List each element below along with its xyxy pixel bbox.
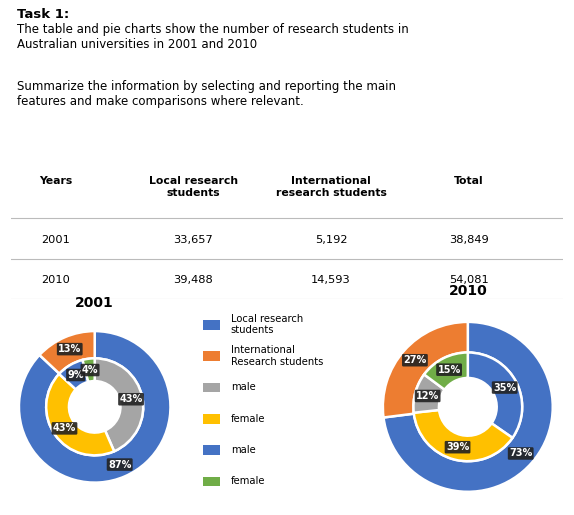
FancyBboxPatch shape [203, 445, 220, 455]
FancyBboxPatch shape [203, 383, 220, 392]
Title: 2001: 2001 [75, 296, 114, 310]
Text: 13%: 13% [58, 344, 82, 354]
Wedge shape [414, 410, 513, 461]
Text: Summarize the information by selecting and reporting the main
features and make : Summarize the information by selecting a… [17, 80, 396, 108]
Text: 9%: 9% [67, 370, 84, 380]
Text: male: male [231, 445, 255, 455]
Text: 39%: 39% [446, 442, 469, 452]
Text: 12%: 12% [416, 391, 439, 401]
Text: 2001: 2001 [41, 235, 70, 245]
Text: 43%: 43% [53, 423, 76, 434]
Wedge shape [40, 331, 95, 374]
FancyBboxPatch shape [203, 414, 220, 424]
Text: 14,593: 14,593 [311, 275, 351, 285]
Wedge shape [59, 360, 88, 389]
Text: The table and pie charts show the number of research students in
Australian univ: The table and pie charts show the number… [17, 23, 409, 51]
Text: Years: Years [39, 176, 72, 185]
Text: 54,081: 54,081 [449, 275, 488, 285]
Wedge shape [383, 322, 468, 418]
Wedge shape [83, 358, 95, 382]
Text: Task 1:: Task 1: [17, 8, 69, 21]
Text: 15%: 15% [437, 365, 461, 375]
Text: 43%: 43% [119, 394, 143, 404]
Text: 87%: 87% [108, 459, 131, 470]
Text: 38,849: 38,849 [449, 235, 488, 245]
Text: Local research
students: Local research students [149, 176, 238, 198]
Wedge shape [383, 322, 553, 492]
Text: 27%: 27% [404, 355, 426, 365]
Text: female: female [231, 414, 265, 424]
Wedge shape [19, 331, 170, 483]
Text: 2010: 2010 [41, 275, 70, 285]
Title: 2010: 2010 [448, 284, 487, 298]
Text: 5,192: 5,192 [315, 235, 347, 245]
Wedge shape [424, 352, 468, 390]
FancyBboxPatch shape [203, 320, 220, 330]
Text: International
research students: International research students [276, 176, 386, 198]
Text: 39,488: 39,488 [173, 275, 213, 285]
FancyBboxPatch shape [203, 476, 220, 486]
Text: 73%: 73% [509, 449, 532, 458]
Wedge shape [46, 374, 114, 455]
Text: 33,657: 33,657 [173, 235, 213, 245]
Text: Local research
students: Local research students [231, 314, 303, 335]
FancyBboxPatch shape [203, 351, 220, 361]
Text: 4%: 4% [82, 365, 98, 375]
Wedge shape [468, 352, 522, 438]
Wedge shape [413, 374, 445, 413]
Text: International
Research students: International Research students [231, 345, 323, 367]
Text: 35%: 35% [493, 383, 517, 392]
Text: male: male [231, 382, 255, 392]
Text: female: female [231, 476, 265, 487]
Wedge shape [95, 358, 143, 451]
Text: Total: Total [454, 176, 484, 185]
